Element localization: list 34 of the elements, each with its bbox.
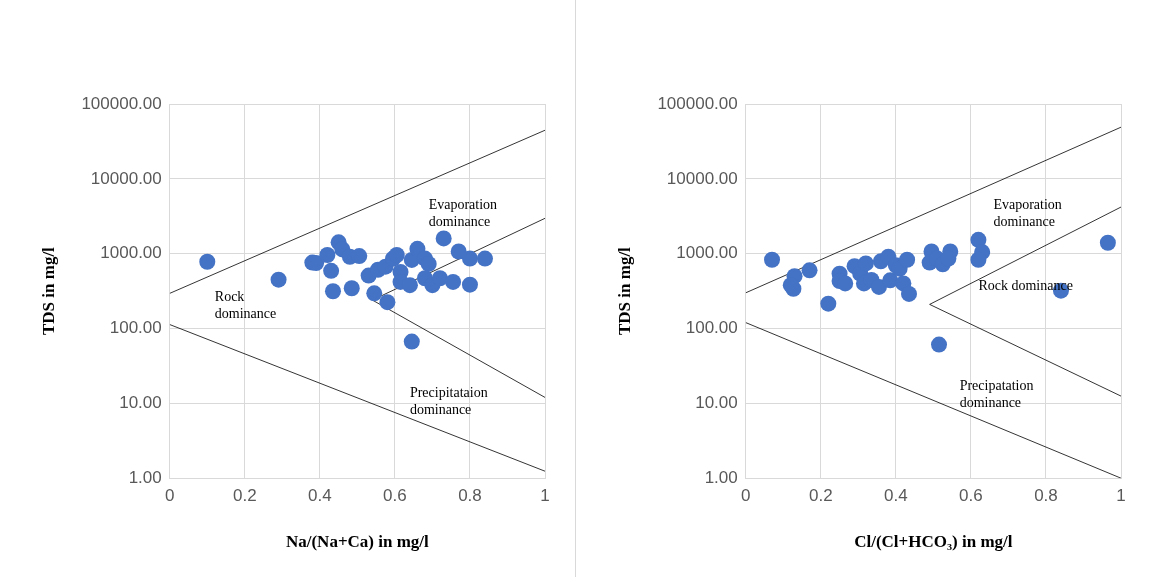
- y-axis-title: TDS in mg/l: [38, 246, 58, 336]
- x-tick-label: 0.6: [959, 486, 983, 506]
- y-tick-label: 1000.00: [676, 243, 738, 263]
- x-tick-label: 1: [540, 486, 550, 506]
- y-axis-title: TDS in mg/l: [614, 246, 634, 336]
- y-tick-label: 10000.00: [666, 168, 738, 188]
- x-tick-label: 0.6: [383, 486, 407, 506]
- y-tick-label: 100.00: [109, 318, 162, 338]
- x-axis-title: Na/(Na+Ca) in mg/l: [285, 532, 430, 552]
- y-tick-label: 10.00: [119, 393, 162, 413]
- x-tick-label: 0.4: [308, 486, 332, 506]
- x-tick-label: 0.4: [884, 486, 908, 506]
- x-tick-label: 0.2: [232, 486, 257, 506]
- annotation: Evaporation dominance: [428, 196, 498, 229]
- y-tick-label: 100000.00: [657, 93, 738, 113]
- x-tick-label: 0.2: [808, 486, 833, 506]
- y-tick-label: 1000.00: [100, 243, 162, 263]
- x-tick-label: 1: [1116, 486, 1126, 506]
- x-tick-label: 0: [741, 486, 751, 506]
- y-tick-label: 1.00: [704, 467, 738, 487]
- x-tick-label: 0.8: [1034, 486, 1058, 506]
- x-tick-label: 0: [165, 486, 175, 506]
- y-tick-label: 1.00: [128, 467, 162, 487]
- y-tick-label: 10.00: [695, 393, 738, 413]
- annotation: Precipatation dominance: [959, 378, 1034, 411]
- y-tick-label: 100000.00: [81, 93, 162, 113]
- x-axis-title: Cl/(Cl+HCO₃) in mg/l: [854, 532, 1013, 552]
- annotation: Evaporation dominance: [993, 196, 1062, 229]
- annotation: Precipitataion dominance: [409, 385, 488, 418]
- y-tick-label: 10000.00: [90, 168, 162, 188]
- annotation: Rock dominance: [214, 289, 277, 322]
- y-tick-label: 100.00: [685, 318, 738, 338]
- annotation: Rock dominance: [978, 277, 1073, 293]
- x-tick-label: 0.8: [458, 486, 482, 506]
